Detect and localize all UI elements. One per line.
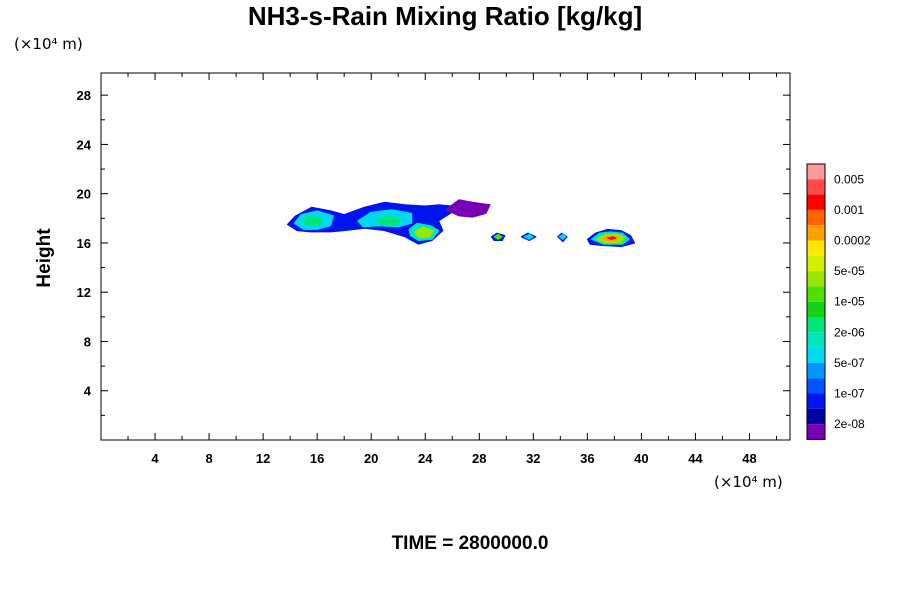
contour-region-1	[445, 199, 491, 218]
colorbar-label: 5e-05	[834, 264, 865, 278]
x-tick-label: 24	[418, 451, 433, 466]
contour-regions	[286, 199, 636, 248]
colorbar-label: 0.001	[834, 203, 864, 217]
time-label: TIME = 2800000.0	[392, 533, 549, 554]
colorbar-label: 1e-07	[834, 387, 865, 401]
colorbar-swatch	[807, 194, 825, 210]
colorbar-label: 0.0002	[834, 234, 871, 248]
plot-frame	[100, 72, 791, 441]
colorbar-frame	[806, 163, 826, 440]
x-axis-unit: (×10⁴ m)	[714, 473, 783, 491]
y-tick-label: 4	[84, 384, 92, 399]
x-tick-label: 4	[151, 451, 159, 466]
x-axis: 4 8 12 16 20 24 28 32 36 40 44 48	[127, 73, 777, 466]
x-tick-label: 40	[634, 451, 648, 466]
y-tick-label: 8	[84, 334, 91, 349]
y-axis: 4 8 12 16 20 24 28	[77, 88, 790, 416]
colorbar-label: 5e-07	[834, 356, 865, 370]
contour-region-5	[374, 215, 402, 225]
colorbar-swatch	[807, 301, 825, 317]
x-tick-label: 44	[688, 451, 703, 466]
x-tick-label: 20	[364, 451, 378, 466]
colorbar-label: 2e-08	[834, 417, 865, 431]
colorbar-swatch	[807, 225, 825, 241]
colorbar-label: 0.005	[834, 172, 864, 186]
y-tick-label: 12	[77, 285, 91, 300]
x-tick-label: 12	[256, 451, 270, 466]
colorbar-swatch	[807, 255, 825, 272]
colorbar-swatch	[807, 378, 825, 394]
colorbar-swatch	[807, 164, 825, 180]
y-tick-label: 24	[77, 137, 92, 152]
contour-region-11	[523, 233, 534, 240]
y-tick-label: 20	[77, 187, 91, 202]
y-axis-label: Height	[34, 228, 55, 288]
x-tick-label: 8	[205, 451, 212, 466]
colorbar-swatch	[807, 286, 825, 302]
colorbar-swatch	[807, 408, 825, 425]
y-tick-label: 28	[77, 88, 91, 103]
contour-region-3	[301, 215, 322, 227]
colorbar-swatch	[807, 424, 825, 440]
chart-title: NH3-s-Rain Mixing Ratio [kg/kg]	[248, 1, 642, 31]
colorbar-swatch	[807, 271, 825, 287]
colorbar-swatch	[807, 393, 825, 409]
y-axis-unit: (×10⁴ m)	[14, 35, 83, 53]
x-tick-label: 28	[472, 451, 486, 466]
contour-region-18	[607, 236, 617, 240]
colorbar-label: 1e-05	[834, 295, 865, 309]
colorbar-swatch	[807, 179, 825, 195]
colorbar-swatch	[807, 240, 825, 256]
colorbar-swatch	[807, 317, 825, 333]
colorbar-swatch	[807, 209, 825, 226]
colorbar-swatch	[807, 332, 825, 348]
contour-region-7	[413, 226, 434, 239]
x-tick-label: 16	[310, 451, 324, 466]
x-tick-label: 48	[742, 451, 756, 466]
colorbar: 0.005 0.001 0.0002 5e-05 1e-05 2e-06 5e-07 1e-0…	[806, 163, 871, 440]
colorbar-swatch	[807, 347, 825, 363]
contour-region-9	[493, 233, 503, 240]
contour-region-13	[558, 233, 567, 240]
colorbar-label: 2e-06	[834, 325, 865, 339]
colorbar-swatch	[807, 362, 825, 379]
y-tick-label: 16	[77, 236, 91, 251]
x-tick-label: 36	[580, 451, 594, 466]
x-tick-label: 32	[526, 451, 540, 466]
